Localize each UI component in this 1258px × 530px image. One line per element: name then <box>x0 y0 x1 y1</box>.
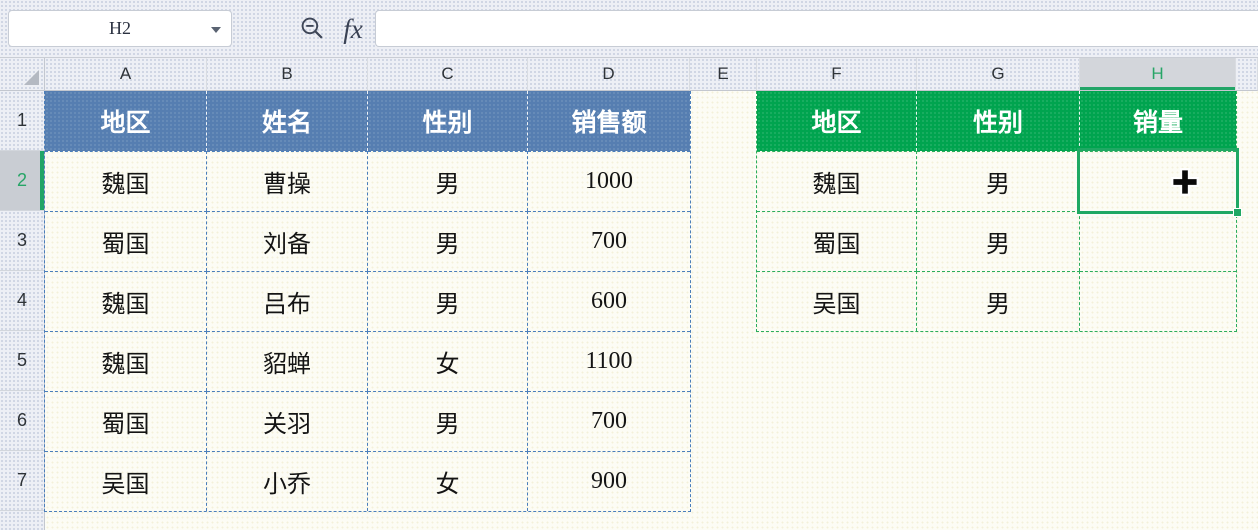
cell-b5[interactable]: 貂蝉 <box>207 331 368 391</box>
cell-f1[interactable]: 地区 <box>757 91 917 151</box>
formula-bar: H2 fx <box>0 0 1258 58</box>
column-header-d[interactable]: D <box>528 58 690 91</box>
cell-c6[interactable]: 男 <box>368 391 528 451</box>
cell-a7[interactable]: 吴国 <box>45 451 207 511</box>
summary-table: 地区 性别 销量 魏国 男 蜀国 男 吴国 男 <box>756 91 1237 332</box>
row-header-5[interactable]: 5 <box>0 331 45 391</box>
column-header-f[interactable]: F <box>757 58 917 91</box>
cell-g4[interactable]: 男 <box>917 271 1080 331</box>
name-box[interactable]: H2 <box>8 10 232 47</box>
cell-g2[interactable]: 男 <box>917 151 1080 211</box>
cell-b1[interactable]: 姓名 <box>207 91 368 151</box>
column-header-e[interactable]: E <box>690 58 757 91</box>
select-all-triangle-icon <box>24 70 39 85</box>
cell-d3[interactable]: 700 <box>528 211 690 271</box>
cell-a4[interactable]: 魏国 <box>45 271 207 331</box>
cell-d6[interactable]: 700 <box>528 391 690 451</box>
cell-a2[interactable]: 魏国 <box>45 151 207 211</box>
cell-g3[interactable]: 男 <box>917 211 1080 271</box>
cell-d7[interactable]: 900 <box>528 451 690 511</box>
cell-c7[interactable]: 女 <box>368 451 528 511</box>
cell-c5[interactable]: 女 <box>368 331 528 391</box>
cell-h3[interactable] <box>1080 211 1236 271</box>
row-header-1[interactable]: 1 <box>0 91 45 151</box>
cell-g1[interactable]: 性别 <box>917 91 1080 151</box>
column-header-h-selected[interactable]: H <box>1080 58 1236 91</box>
cell-a3[interactable]: 蜀国 <box>45 211 207 271</box>
column-header-c[interactable]: C <box>368 58 528 91</box>
row-header-column: 1 2 3 4 5 6 7 <box>0 91 45 530</box>
sales-table: 地区 姓名 性别 销售额 魏国 曹操 男 1000 蜀国 刘备 男 700 魏国… <box>44 91 691 512</box>
cell-c1[interactable]: 性别 <box>368 91 528 151</box>
cell-f2[interactable]: 魏国 <box>757 151 917 211</box>
cell-f4[interactable]: 吴国 <box>757 271 917 331</box>
column-header-a[interactable]: A <box>45 58 207 91</box>
cell-cursor-icon <box>1168 164 1202 200</box>
cell-f3[interactable]: 蜀国 <box>757 211 917 271</box>
cell-d5[interactable]: 1100 <box>528 331 690 391</box>
column-header-spacer <box>1236 58 1258 91</box>
cell-c4[interactable]: 男 <box>368 271 528 331</box>
cell-a6[interactable]: 蜀国 <box>45 391 207 451</box>
cell-d2[interactable]: 1000 <box>528 151 690 211</box>
row-header-8-partial[interactable] <box>0 511 45 530</box>
cell-b4[interactable]: 吕布 <box>207 271 368 331</box>
cell-b7[interactable]: 小乔 <box>207 451 368 511</box>
cell-b2[interactable]: 曹操 <box>207 151 368 211</box>
column-header-g[interactable]: G <box>917 58 1080 91</box>
cell-c3[interactable]: 男 <box>368 211 528 271</box>
chevron-down-icon[interactable] <box>211 27 221 33</box>
formula-input[interactable] <box>375 10 1258 47</box>
fx-icon[interactable]: fx <box>343 13 363 44</box>
cell-c2[interactable]: 男 <box>368 151 528 211</box>
select-all-corner[interactable] <box>0 58 45 91</box>
name-box-value: H2 <box>109 18 131 38</box>
cell-h1[interactable]: 销量 <box>1080 91 1236 151</box>
column-header-row: A B C D E F G H <box>45 58 1258 91</box>
cell-a1[interactable]: 地区 <box>45 91 207 151</box>
zoom-out-icon[interactable] <box>300 16 325 41</box>
cell-h4[interactable] <box>1080 271 1236 331</box>
cell-d4[interactable]: 600 <box>528 271 690 331</box>
active-cell-outline[interactable] <box>1077 148 1242 217</box>
row-header-7[interactable]: 7 <box>0 451 45 511</box>
row-header-2-selected[interactable]: 2 <box>0 151 45 211</box>
fill-handle[interactable] <box>1233 208 1242 217</box>
cell-b6[interactable]: 关羽 <box>207 391 368 451</box>
cell-d1[interactable]: 销售额 <box>528 91 690 151</box>
cell-a5[interactable]: 魏国 <box>45 331 207 391</box>
row-header-4[interactable]: 4 <box>0 271 45 331</box>
cell-b3[interactable]: 刘备 <box>207 211 368 271</box>
column-header-b[interactable]: B <box>207 58 368 91</box>
row-header-3[interactable]: 3 <box>0 211 45 271</box>
cell-h2-selected[interactable] <box>1080 151 1236 211</box>
row-header-6[interactable]: 6 <box>0 391 45 451</box>
